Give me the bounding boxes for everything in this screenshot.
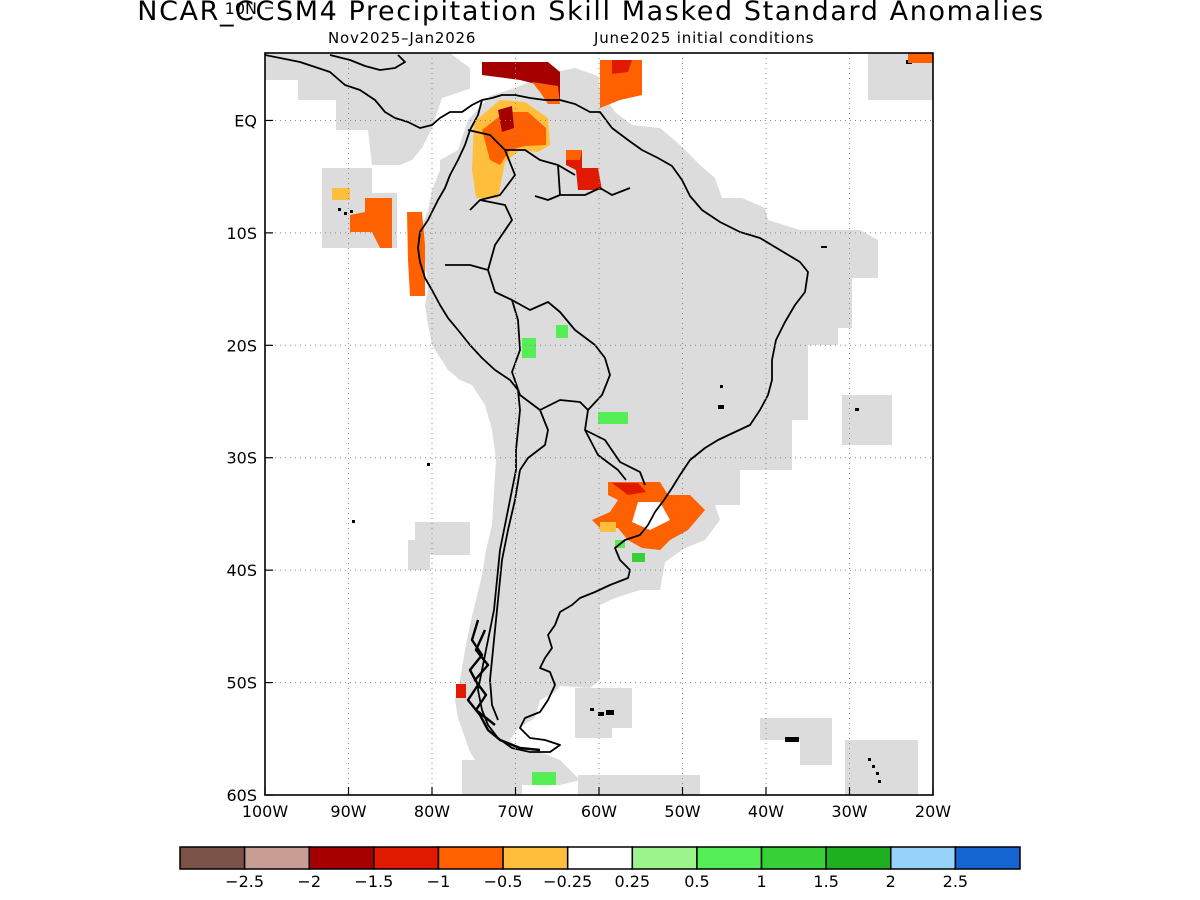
colorbar-label: 0.25 — [614, 872, 650, 891]
mask-region-south-georgia — [760, 718, 832, 765]
colorbar-label: −1 — [427, 872, 451, 891]
colorbar-swatch — [308, 846, 375, 870]
anomaly-drake-green — [532, 772, 556, 785]
colorbar-labels: −2.5 −2 −1.5 −1 −0.5 −0.25 0.25 0.5 1 1.5 2 2.5 — [225, 872, 968, 891]
colorbar-swatch — [631, 846, 698, 870]
colorbar-label: 1 — [756, 872, 766, 891]
colorbar-swatch — [373, 846, 440, 870]
lat-tick-label: 10S — [226, 224, 257, 243]
lon-tick-label: 90W — [330, 802, 366, 821]
lon-tick-label: 70W — [497, 802, 533, 821]
chile-archipelago — [466, 619, 541, 752]
map-title: NCAR_CCSM4 Precipitation Skill Masked St… — [137, 0, 1045, 27]
lat-tick-label: 60S — [226, 786, 257, 805]
mask-region-south-atlantic — [842, 395, 892, 445]
colorbar-swatch — [825, 846, 892, 870]
colorbar-swatch — [502, 846, 569, 870]
anomaly-east-caribbean — [600, 60, 642, 108]
colorbar-label: 2 — [886, 872, 896, 891]
mask-region-drake — [578, 775, 700, 795]
lon-tick-label: 100W — [242, 802, 289, 821]
mask-region-south-pacific — [408, 522, 470, 570]
coastlines — [265, 54, 912, 783]
colorbar-swatch — [179, 846, 246, 870]
anomaly-caribbean — [482, 62, 560, 100]
colorbar-swatch — [890, 846, 957, 870]
colorbar-swatch — [696, 846, 763, 870]
colorbar-label: −0.5 — [484, 872, 523, 891]
anomaly-peru-coast — [407, 212, 425, 296]
colorbar-label: 2.5 — [943, 872, 968, 891]
mask-region-atlantic-mid — [700, 470, 740, 505]
lat-tick-label: 50S — [226, 674, 257, 693]
colorbar-label: 1.5 — [813, 872, 838, 891]
colorbar-swatch — [760, 846, 827, 870]
colorbar-swatch — [437, 846, 504, 870]
mask-region-north-pacific — [265, 53, 472, 165]
colorbar-label: 0.5 — [684, 872, 709, 891]
longitude-labels: 100W 90W 80W 70W 60W 50W 40W 30W 20W — [242, 802, 951, 821]
anomaly-bolivia-green — [522, 338, 536, 358]
lon-tick-label: 20W — [915, 802, 951, 821]
gridlines — [265, 53, 933, 795]
colorbar-label: −2.5 — [225, 872, 264, 891]
colorbar-swatch — [954, 846, 1021, 870]
anomaly-ecuador-offshore — [350, 198, 392, 248]
colorbar-swatch — [566, 846, 634, 870]
mask-region-far-south-atlantic — [845, 740, 918, 795]
mask-region-south-tip — [462, 760, 522, 795]
lat-tick-label: 20S — [226, 336, 257, 355]
colorbar-label: −1.5 — [354, 872, 393, 891]
lat-tick-label: 10N — [225, 0, 257, 18]
lon-tick-label: 40W — [748, 802, 784, 821]
axis-ticks — [264, 7, 934, 796]
colorbar-label: −0.25 — [543, 872, 592, 891]
initial-conditions: June2025 initial conditions — [594, 29, 815, 47]
lat-tick-label: 30S — [226, 449, 257, 468]
country-borders — [445, 129, 646, 721]
colorbar-label: −2 — [297, 872, 321, 891]
colorbar-swatch — [243, 846, 310, 870]
anomaly-galapagos — [332, 188, 350, 200]
anomaly-paraguay-green — [598, 412, 628, 424]
south-america-coast — [417, 94, 809, 753]
skill-mask-regions — [265, 53, 933, 795]
lon-tick-label: 80W — [414, 802, 450, 821]
lon-tick-label: 30W — [831, 802, 867, 821]
anomaly-patches — [332, 60, 705, 785]
mask-region-ne-corner — [868, 53, 933, 100]
latitude-labels: 10N EQ 10S 20S 30S 40S 50S 60S — [225, 0, 257, 805]
lat-tick-label: EQ — [234, 111, 257, 130]
central-america-coast — [265, 54, 483, 129]
lon-tick-label: 60W — [581, 802, 617, 821]
lat-tick-label: 40S — [226, 561, 257, 580]
forecast-period: Nov2025–Jan2026 — [328, 29, 477, 47]
lon-tick-label: 50W — [664, 802, 700, 821]
colorbar — [179, 846, 1021, 870]
mask-region-continent — [420, 68, 878, 785]
